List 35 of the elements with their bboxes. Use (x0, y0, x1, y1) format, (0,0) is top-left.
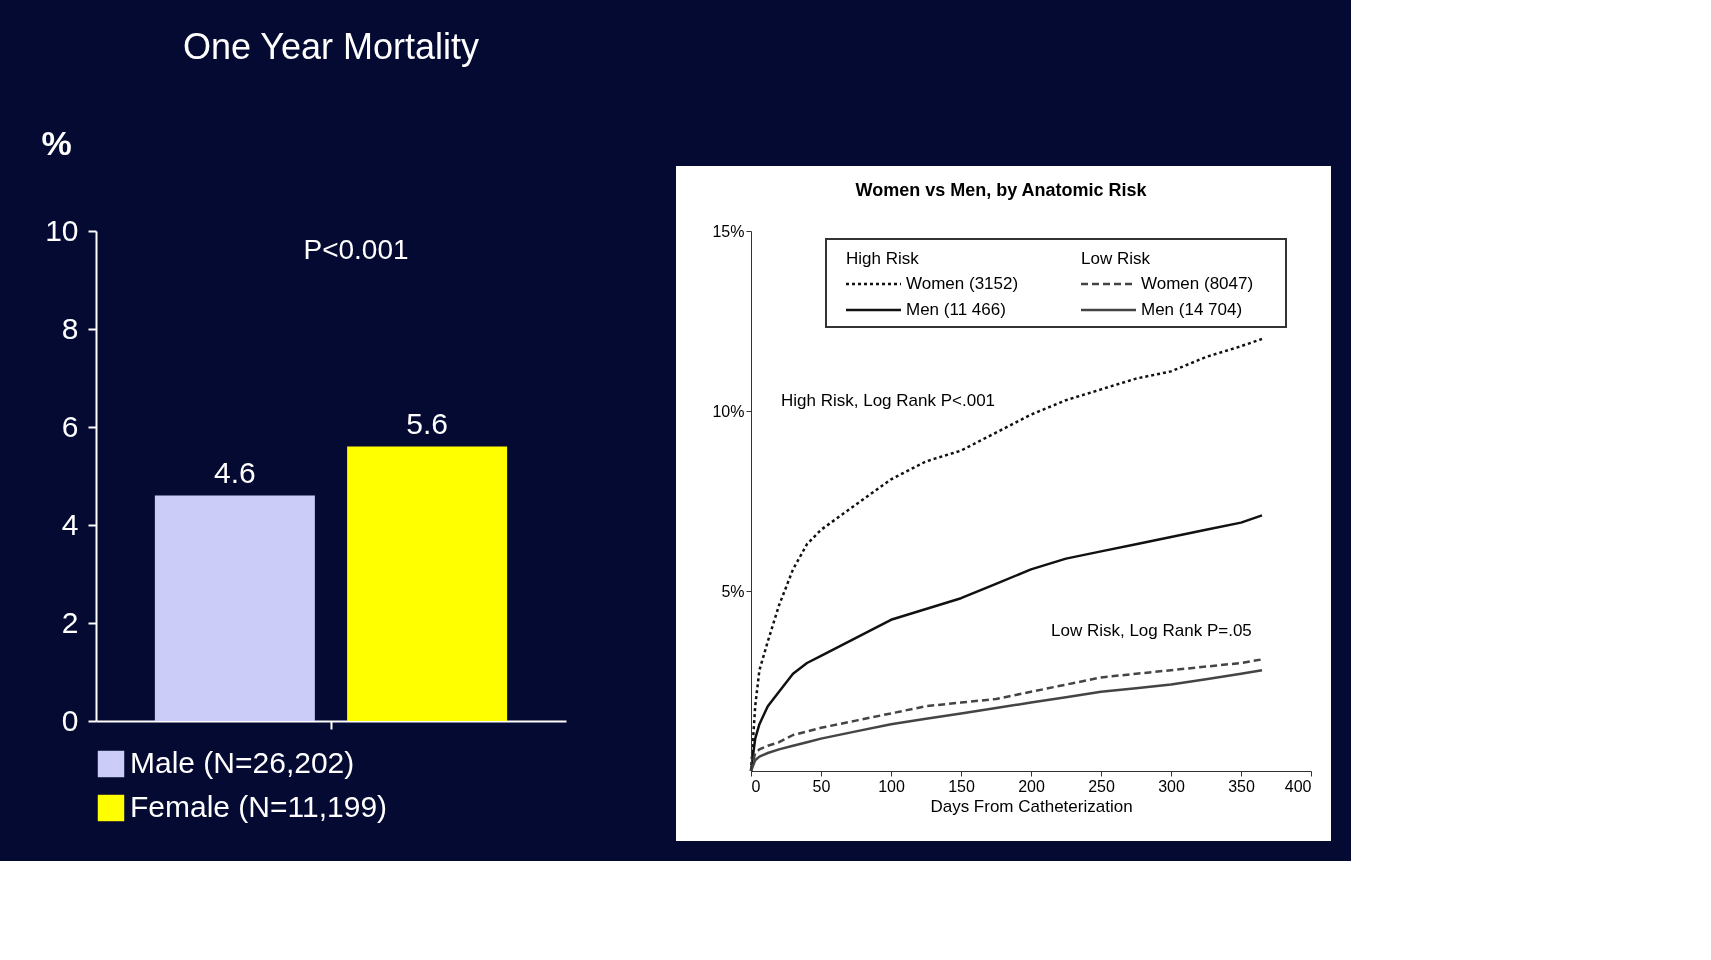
x-tick-label: 350 (1228, 777, 1255, 795)
y-tick-label: 15% (712, 222, 745, 240)
legend-label: Male (N=26,202) (130, 746, 355, 779)
annotation: High Risk (846, 249, 920, 268)
x-tick-label: 300 (1158, 777, 1185, 795)
annotation: P<0.001 (303, 234, 409, 265)
legend-label: Men (14 704) (1141, 300, 1243, 319)
data-label: 4.6 (214, 455, 256, 489)
x-tick-label: 150 (948, 777, 975, 795)
legend-label: Female (N=11,199) (130, 790, 388, 823)
y-tick-label: 5% (721, 582, 745, 600)
annotation: Low Risk (1081, 249, 1151, 268)
x-tick-label: 200 (1018, 777, 1045, 795)
legend-label: Men (11 466) (906, 300, 1006, 319)
chart-title: Women vs Men, by Anatomic Risk (855, 180, 1148, 200)
y-tick-label: 0 (61, 703, 79, 737)
y-tick-label: 10% (712, 402, 745, 420)
legend-label: Women (8047) (1141, 274, 1254, 293)
chart-title: One Year Mortality (182, 26, 480, 67)
annotation: High Risk, Log Rank P<.001 (781, 391, 996, 410)
y-tick-label: 8 (61, 311, 79, 345)
x-tick-label: 0 (751, 777, 761, 795)
x-tick-label: 400 (1284, 777, 1312, 795)
y-tick-label: 4 (61, 507, 79, 541)
data-label: 5.6 (406, 406, 448, 440)
x-tick-label: 50 (812, 777, 831, 795)
y-tick-label: 6 (61, 409, 79, 443)
x-axis-title: Days From Catheterization (930, 796, 1133, 816)
y-tick-label: 10 (45, 213, 79, 247)
annotation: Low Risk, Log Rank P=.05 (1051, 621, 1252, 640)
legend-label: Women (3152) (906, 274, 1019, 293)
y-axis-title: % (41, 123, 72, 162)
x-tick-label: 100 (878, 777, 905, 795)
x-tick-label: 250 (1088, 777, 1115, 795)
y-tick-label: 2 (61, 605, 79, 639)
